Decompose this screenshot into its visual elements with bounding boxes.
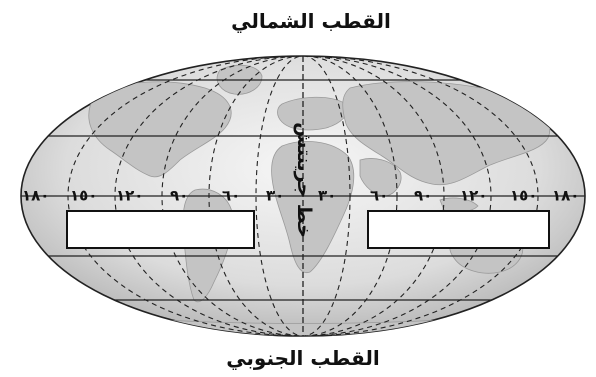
- longitude-label: ٦٠: [370, 187, 388, 205]
- europe-shape: [277, 96, 348, 131]
- east-longitude-labels: ٣٠ ٦٠ ٩٠ ١٢٠ ١٥٠ ١٨٠: [318, 187, 579, 205]
- answer-box-left[interactable]: [66, 210, 255, 249]
- longitude-label: ٣٠: [266, 187, 284, 205]
- west-longitude-labels: ١٨٠ ١٥٠ ١٢٠ ٩٠ ٦٠ ٣٠: [22, 187, 284, 205]
- meridian-line: [208, 55, 398, 337]
- longitude-label: ٩٠: [170, 187, 188, 205]
- south-pole-label: القطب الجنوبي: [226, 346, 380, 371]
- longitude-label: ١٥٠: [70, 187, 97, 205]
- greenwich-label: خط جرينتش: [293, 122, 315, 238]
- longitude-label: ١٢٠: [116, 187, 143, 205]
- longitude-label: ٣٠: [318, 187, 336, 205]
- longitude-label: ١٢٠: [460, 187, 487, 205]
- longitude-label: ١٨٠: [552, 187, 579, 205]
- longitude-label: ١٨٠: [22, 187, 49, 205]
- continents: [88, 64, 550, 336]
- longitude-label: ٩٠: [414, 187, 432, 205]
- arabia-india-shape: [359, 158, 402, 197]
- longitude-label: ١٥٠: [510, 187, 537, 205]
- answer-box-right[interactable]: [367, 210, 550, 249]
- longitude-label: ٦٠: [222, 187, 240, 205]
- north-pole-label: القطب الشمالي: [231, 9, 391, 34]
- africa-shape: [271, 141, 355, 274]
